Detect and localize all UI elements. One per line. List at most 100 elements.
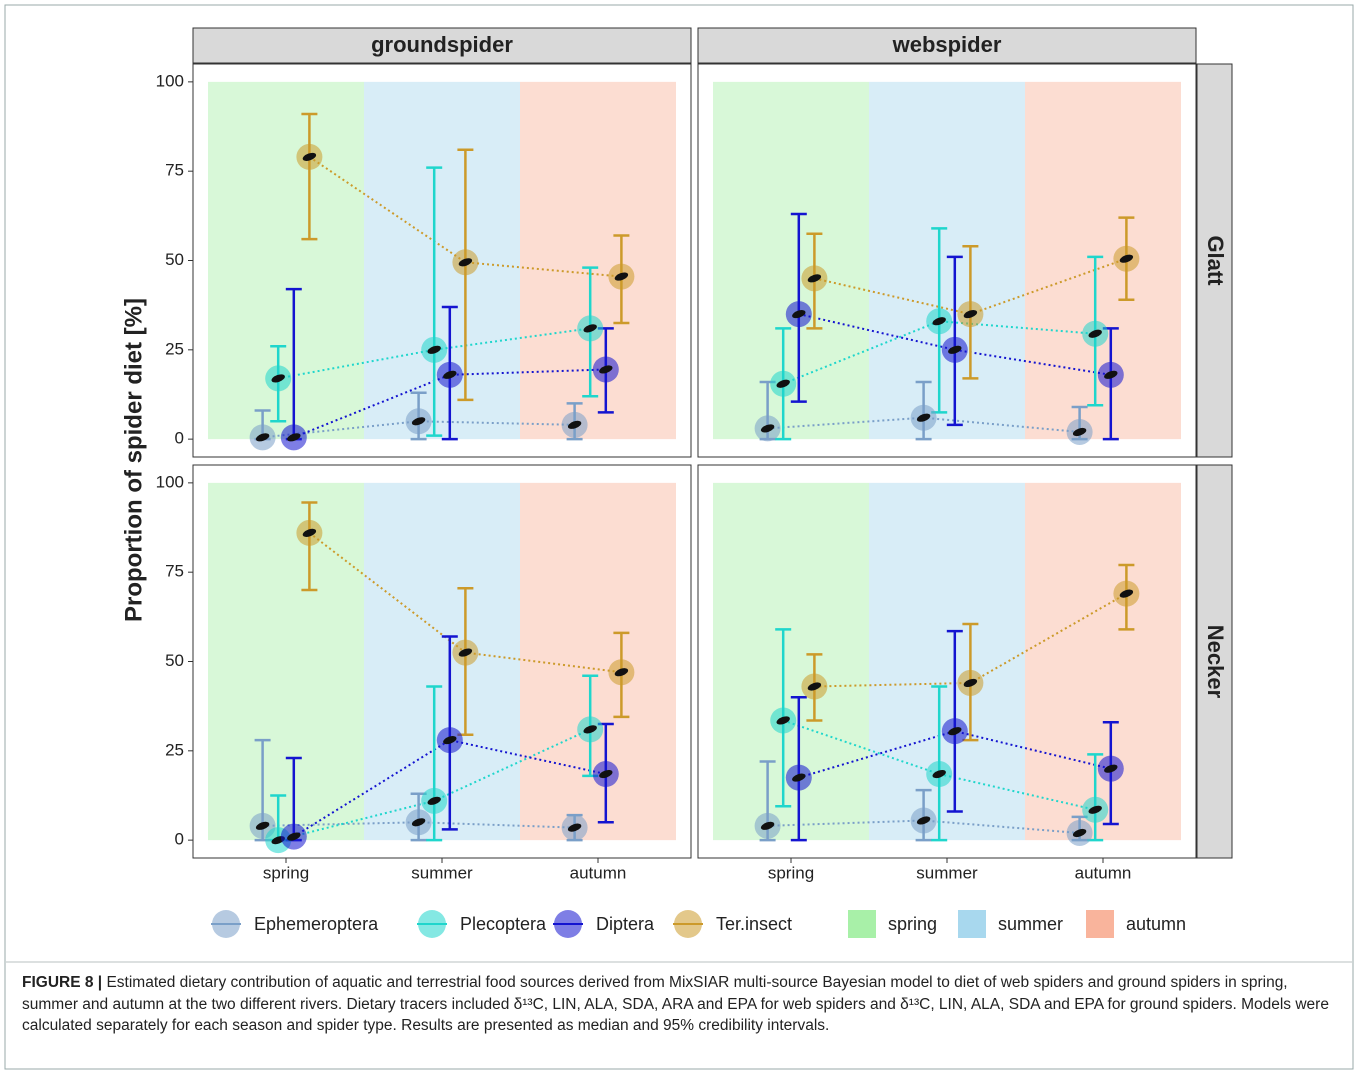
error-bar <box>426 166 443 437</box>
insect-icon <box>614 668 629 677</box>
x-tick-label: spring <box>263 863 309 882</box>
insect-icon <box>255 433 270 442</box>
insect-icon <box>1119 589 1134 598</box>
x-tick-label: autumn <box>570 863 627 882</box>
insect-icon <box>427 345 441 354</box>
strip <box>1196 464 1233 859</box>
season-band <box>364 81 520 440</box>
insect-icon <box>614 272 629 281</box>
insect-icon <box>411 818 426 827</box>
x-tick-label: summer <box>916 863 978 882</box>
legend-label: summer <box>998 914 1063 934</box>
legend-swatch <box>1086 910 1114 938</box>
insect-icon <box>932 317 946 326</box>
legend-key <box>418 910 446 938</box>
insect-icon <box>302 528 317 537</box>
legend-key <box>212 910 240 938</box>
y-tick-label: 0 <box>175 830 184 849</box>
x-tick-label: summer <box>411 863 473 882</box>
error-bar <box>426 685 443 842</box>
insect-icon <box>443 370 457 379</box>
y-tick-label: 50 <box>165 651 184 670</box>
insect-icon <box>271 374 285 383</box>
series-line <box>293 739 607 838</box>
caption-text: Estimated dietary contribution of aquati… <box>22 974 1329 1034</box>
insect-icon <box>932 769 946 779</box>
y-tick-label: 50 <box>165 250 184 269</box>
insect-icon <box>760 424 775 433</box>
insect-icon <box>599 365 613 374</box>
x-tick-label: spring <box>768 863 814 882</box>
legend-label: Ter.insect <box>716 914 792 934</box>
insect-icon <box>792 310 806 319</box>
y-tick-label: 0 <box>175 429 184 448</box>
series-line <box>782 320 1096 385</box>
strip <box>697 27 1197 64</box>
insect-icon <box>443 736 457 745</box>
insect-icon <box>916 816 931 825</box>
insect-icon <box>287 832 301 841</box>
insect-icon <box>287 433 301 442</box>
insect-icon <box>948 727 962 736</box>
row-label: Glatt <box>1203 235 1228 286</box>
insect-icon <box>458 258 473 267</box>
insect-icon <box>411 417 426 426</box>
y-axis-label: Proportion of spider diet [%] <box>120 298 147 622</box>
y-tick-label: 25 <box>165 740 184 759</box>
insect-icon <box>776 716 790 725</box>
season-band <box>208 482 364 841</box>
insect-icon <box>1088 329 1102 338</box>
legend-key <box>554 910 582 938</box>
season-band <box>869 482 1025 841</box>
column-label: groundspider <box>371 32 513 57</box>
x-tick-label: autumn <box>1075 863 1132 882</box>
season-band <box>869 81 1025 440</box>
strip <box>192 27 692 64</box>
legend-label: Plecoptera <box>460 914 547 934</box>
insect-icon <box>1072 427 1087 437</box>
insect-icon <box>963 678 978 688</box>
insect-icon <box>567 823 582 832</box>
insect-icon <box>458 648 473 657</box>
figure-frame <box>4 4 1354 1070</box>
legend-label: Diptera <box>596 914 655 934</box>
insect-icon <box>807 274 822 283</box>
insect-icon <box>948 345 962 354</box>
y-tick-label: 100 <box>156 472 184 491</box>
caption: FIGURE 8 | Estimated dietary contributio… <box>22 972 1337 1037</box>
legend-label: autumn <box>1126 914 1186 934</box>
legend-swatch <box>848 910 876 938</box>
insect-icon <box>1072 828 1087 838</box>
y-tick-label: 100 <box>156 71 184 90</box>
series-line <box>293 368 606 439</box>
insect-icon <box>916 413 931 422</box>
insect-icon <box>963 310 978 319</box>
legend-key <box>674 910 702 938</box>
legend-label: spring <box>888 914 937 934</box>
season-band <box>364 482 520 841</box>
insect-icon <box>792 773 806 782</box>
error-bar <box>301 112 318 241</box>
panel-border <box>697 63 1197 458</box>
insect-icon <box>583 324 597 333</box>
series-line <box>782 719 1096 811</box>
strip <box>1196 63 1233 458</box>
insect-icon <box>583 725 597 734</box>
insect-icon <box>1104 764 1118 773</box>
season-band <box>1025 482 1181 841</box>
insect-icon <box>1119 254 1134 263</box>
insect-icon <box>1104 370 1118 379</box>
legend-swatch <box>958 910 986 938</box>
insect-icon <box>1088 805 1102 814</box>
insect-icon <box>567 420 582 429</box>
row-label: Necker <box>1203 625 1228 699</box>
caption-label: FIGURE 8 | <box>22 974 103 991</box>
y-tick-label: 75 <box>165 562 184 581</box>
season-band <box>1025 81 1181 440</box>
insect-icon <box>302 152 317 161</box>
column-label: webspider <box>892 32 1002 57</box>
error-bar <box>301 501 318 592</box>
legend-label: Ephemeroptera <box>254 914 379 934</box>
